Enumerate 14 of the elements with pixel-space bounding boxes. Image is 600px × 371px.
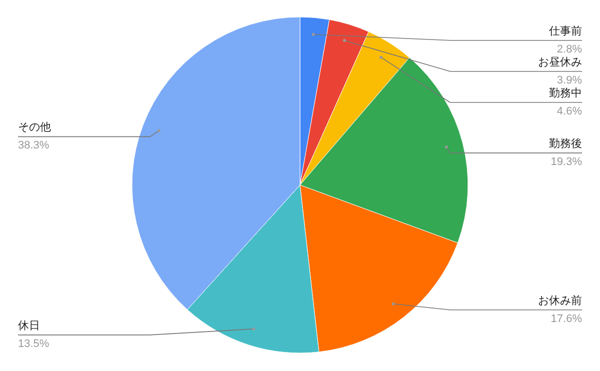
data-label: 2.8% xyxy=(556,43,582,56)
slice-label: 勤務後 xyxy=(549,136,582,150)
slice-label: 勤務中 xyxy=(549,86,582,100)
data-label: 4.6% xyxy=(556,105,582,118)
data-label: 3.9% xyxy=(556,74,582,86)
slice-label: 休日 xyxy=(18,320,40,332)
data-label: 17.6% xyxy=(550,312,582,325)
slice-label: お休み前 xyxy=(538,294,582,307)
slice-label: お昼休み xyxy=(538,56,582,68)
data-label: 38.3% xyxy=(18,140,50,152)
data-label: 13.5% xyxy=(18,338,50,350)
slice-label: 仕事前 xyxy=(549,24,582,38)
slice-label: その他 xyxy=(18,122,51,134)
data-label: 19.3% xyxy=(550,156,582,168)
